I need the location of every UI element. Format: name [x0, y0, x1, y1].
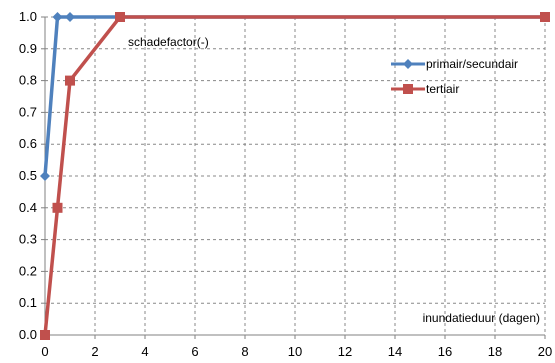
- data-point: [52, 12, 63, 22]
- y-tick-label: 0.2: [19, 263, 37, 278]
- y-tick-label: 0.4: [19, 200, 37, 215]
- x-tick-label: 14: [388, 344, 402, 359]
- data-point: [540, 12, 550, 22]
- legend-item: tertiair: [391, 82, 459, 96]
- y-tick-label: 0.9: [19, 41, 37, 56]
- y-tick-label: 0.8: [19, 73, 37, 88]
- data-point: [40, 171, 50, 181]
- legend-item: primair/secundair: [391, 57, 518, 71]
- y-axis-label: schadefactor(-): [128, 35, 209, 49]
- data-point: [115, 12, 125, 22]
- x-tick-label: 2: [91, 344, 98, 359]
- data-point: [403, 84, 413, 94]
- x-tick-label: 4: [141, 344, 148, 359]
- data-point: [40, 330, 50, 340]
- x-tick-label: 6: [191, 344, 198, 359]
- y-tick-label: 0.7: [19, 104, 37, 119]
- y-tick-label: 0.3: [19, 232, 37, 247]
- y-tick-label: 0.1: [19, 295, 37, 310]
- y-tick-label: 0.0: [19, 327, 37, 342]
- x-tick-label: 0: [41, 344, 48, 359]
- x-tick-label: 18: [488, 344, 502, 359]
- data-point: [52, 202, 63, 213]
- legend: primair/secundair tertiair: [391, 57, 518, 96]
- x-tick-label: 20: [538, 344, 552, 359]
- x-tick-label: 16: [438, 344, 452, 359]
- x-tick-label: 10: [288, 344, 302, 359]
- y-tick-label: 0.6: [19, 136, 37, 151]
- data-point: [65, 12, 75, 22]
- gridlines: [45, 16, 546, 335]
- legend-label: tertiair: [426, 82, 459, 96]
- x-axis-label: inundatieduur (dagen): [423, 311, 540, 325]
- data-point: [403, 59, 413, 69]
- series-group: [40, 12, 550, 340]
- legend-label: primair/secundair: [426, 57, 518, 71]
- y-tick-label: 0.5: [19, 168, 37, 183]
- x-tick-label: 8: [241, 344, 248, 359]
- x-tick-labels: 0 2 4 6 8 10 12 14 16 18 20: [41, 335, 552, 359]
- y-tick-label: 1.0: [19, 9, 37, 24]
- x-tick-label: 12: [338, 344, 352, 359]
- series-1: [40, 12, 550, 340]
- data-point: [65, 75, 75, 86]
